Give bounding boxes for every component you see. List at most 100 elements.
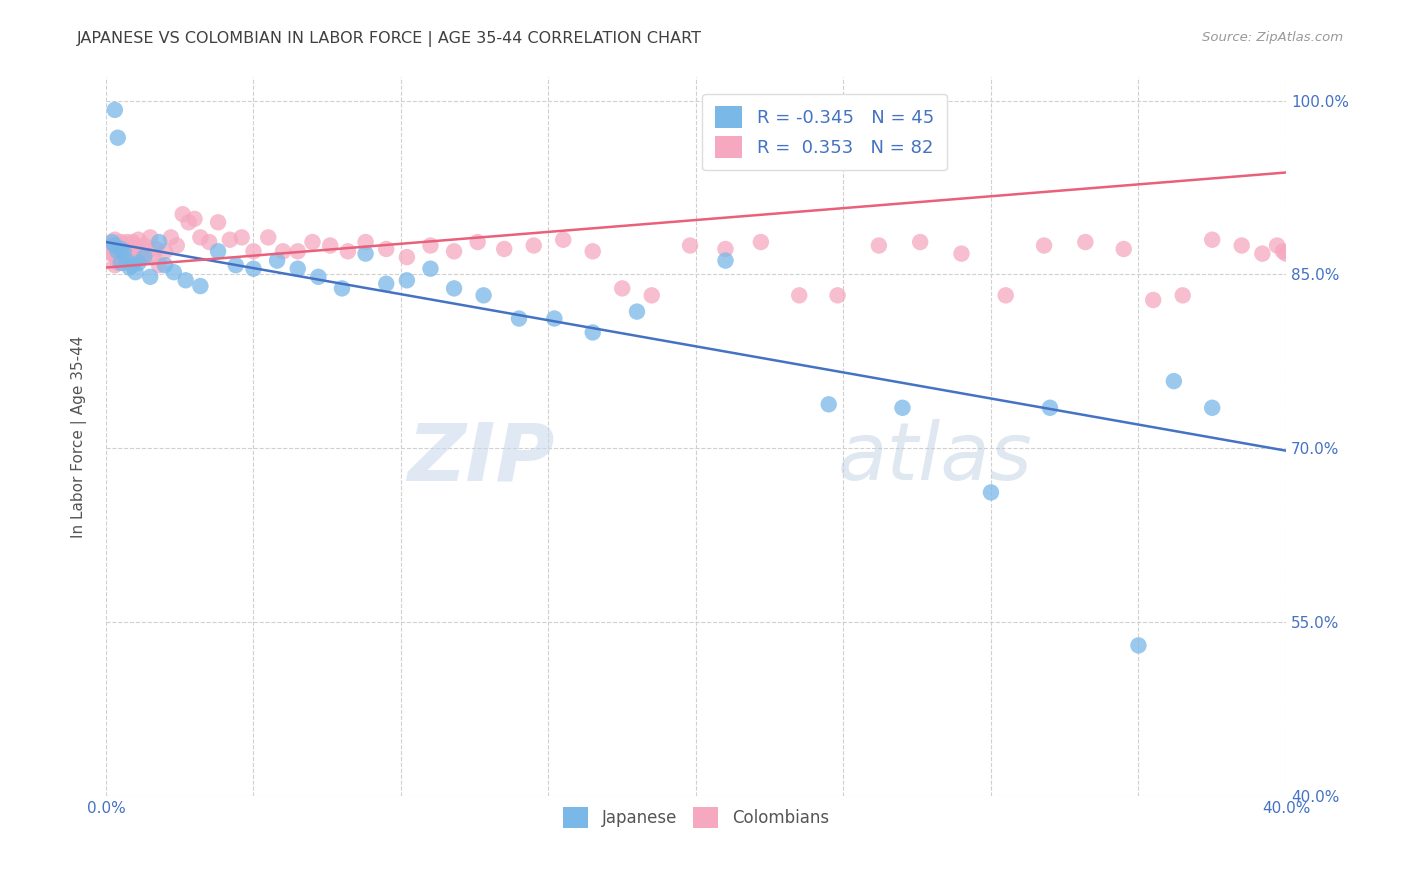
- Point: [107, 256, 129, 270]
- Point: [127, 233, 149, 247]
- Point: [134, 238, 156, 252]
- Point: [257, 230, 280, 244]
- Point: [641, 288, 664, 302]
- Point: [183, 211, 205, 226]
- Point: [190, 279, 212, 293]
- Point: [104, 233, 127, 247]
- Point: [121, 235, 143, 249]
- Point: [118, 250, 141, 264]
- Point: [375, 242, 398, 256]
- Legend: Japanese, Colombians: Japanese, Colombians: [557, 801, 835, 835]
- Point: [679, 238, 702, 252]
- Point: [172, 207, 194, 221]
- Point: [231, 230, 253, 244]
- Point: [908, 235, 931, 249]
- Point: [626, 304, 648, 318]
- Point: [582, 326, 605, 340]
- Point: [950, 246, 973, 260]
- Point: [1230, 238, 1253, 252]
- Point: [1201, 233, 1223, 247]
- Point: [110, 242, 132, 256]
- Point: [104, 103, 127, 117]
- Point: [271, 244, 294, 259]
- Point: [543, 311, 565, 326]
- Point: [153, 258, 176, 272]
- Point: [494, 242, 516, 256]
- Point: [827, 288, 849, 302]
- Point: [112, 256, 135, 270]
- Point: [553, 233, 575, 247]
- Point: [104, 238, 127, 252]
- Point: [190, 230, 212, 244]
- Point: [1039, 401, 1062, 415]
- Point: [134, 250, 156, 264]
- Text: ZIP: ZIP: [406, 419, 554, 498]
- Point: [443, 281, 465, 295]
- Point: [104, 242, 127, 256]
- Point: [115, 253, 138, 268]
- Point: [868, 238, 890, 252]
- Point: [118, 242, 141, 256]
- Point: [110, 256, 132, 270]
- Point: [112, 238, 135, 252]
- Point: [1201, 401, 1223, 415]
- Point: [139, 269, 162, 284]
- Point: [1265, 238, 1288, 252]
- Point: [142, 250, 165, 264]
- Point: [242, 244, 264, 259]
- Point: [354, 235, 377, 249]
- Point: [225, 258, 247, 272]
- Point: [131, 250, 153, 264]
- Point: [395, 250, 418, 264]
- Point: [101, 235, 124, 249]
- Point: [817, 397, 839, 411]
- Text: JAPANESE VS COLOMBIAN IN LABOR FORCE | AGE 35-44 CORRELATION CHART: JAPANESE VS COLOMBIAN IN LABOR FORCE | A…: [77, 31, 703, 47]
- Point: [115, 250, 138, 264]
- Point: [207, 244, 229, 259]
- Point: [127, 256, 149, 270]
- Point: [301, 235, 323, 249]
- Point: [124, 250, 146, 264]
- Point: [330, 281, 353, 295]
- Point: [1272, 244, 1295, 259]
- Point: [107, 238, 129, 252]
- Point: [97, 244, 120, 259]
- Point: [145, 242, 167, 256]
- Point: [127, 244, 149, 259]
- Point: [115, 235, 138, 249]
- Point: [419, 261, 441, 276]
- Point: [523, 238, 546, 252]
- Point: [148, 235, 170, 249]
- Point: [107, 246, 129, 260]
- Point: [219, 233, 242, 247]
- Point: [612, 281, 634, 295]
- Point: [101, 238, 124, 252]
- Point: [101, 246, 124, 260]
- Point: [136, 244, 159, 259]
- Y-axis label: In Labor Force | Age 35-44: In Labor Force | Age 35-44: [72, 335, 87, 538]
- Point: [198, 235, 221, 249]
- Point: [1171, 288, 1194, 302]
- Point: [104, 258, 127, 272]
- Point: [714, 242, 737, 256]
- Point: [110, 253, 132, 268]
- Point: [112, 246, 135, 260]
- Point: [110, 235, 132, 249]
- Point: [139, 230, 162, 244]
- Point: [107, 130, 129, 145]
- Point: [287, 261, 309, 276]
- Point: [354, 246, 377, 260]
- Point: [124, 265, 146, 279]
- Point: [163, 265, 186, 279]
- Point: [582, 244, 605, 259]
- Point: [153, 244, 176, 259]
- Point: [508, 311, 530, 326]
- Text: atlas: atlas: [838, 419, 1032, 498]
- Point: [110, 242, 132, 256]
- Point: [160, 230, 183, 244]
- Point: [121, 258, 143, 272]
- Point: [118, 260, 141, 275]
- Point: [395, 273, 418, 287]
- Point: [112, 244, 135, 259]
- Point: [375, 277, 398, 291]
